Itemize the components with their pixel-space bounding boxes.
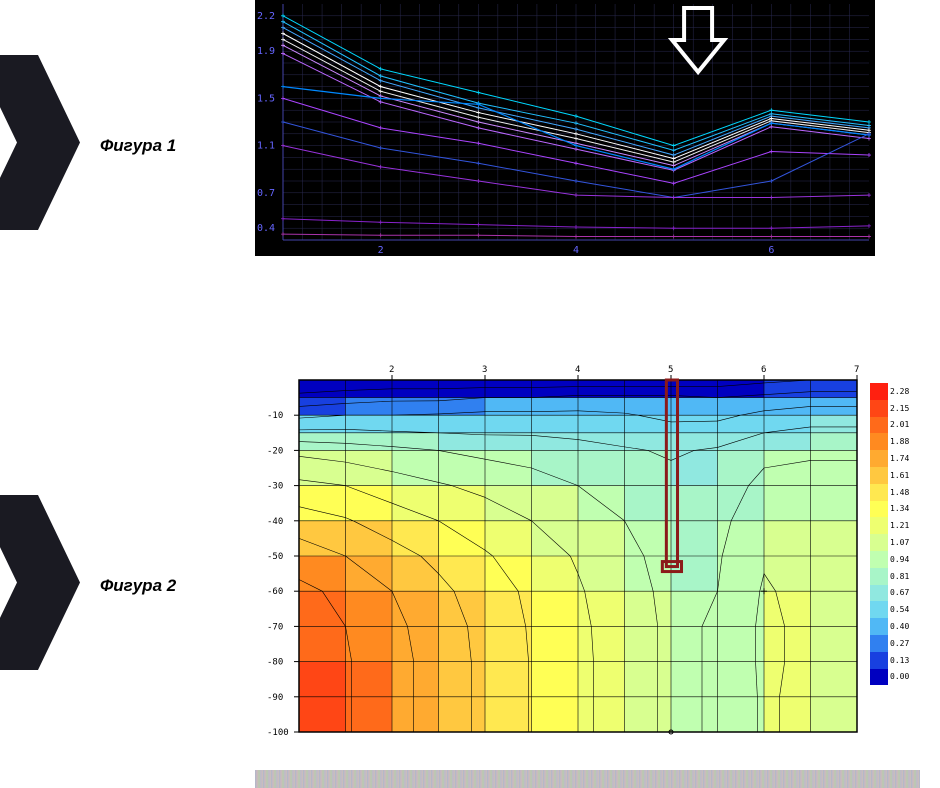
svg-text:-40: -40 (267, 517, 283, 527)
svg-text:1.1: 1.1 (257, 141, 275, 152)
svg-text:2: 2 (378, 245, 384, 256)
svg-text:-60: -60 (267, 587, 283, 597)
svg-text:6: 6 (761, 365, 766, 375)
svg-text:-70: -70 (267, 622, 283, 632)
down-arrow-icon (672, 8, 724, 72)
svg-text:0.4: 0.4 (257, 223, 275, 234)
svg-text:-90: -90 (267, 693, 283, 703)
svg-text:-30: -30 (267, 482, 283, 492)
svg-text:-20: -20 (267, 446, 283, 456)
noise-strip (255, 770, 920, 788)
svg-text:6: 6 (768, 245, 774, 256)
svg-text:2.2: 2.2 (257, 11, 275, 22)
svg-text:2: 2 (389, 365, 394, 375)
svg-text:-80: -80 (267, 658, 283, 668)
svg-text:3: 3 (482, 365, 487, 375)
svg-text:1.9: 1.9 (257, 46, 275, 57)
svg-text:7: 7 (854, 365, 859, 375)
svg-text:-50: -50 (267, 552, 283, 562)
svg-text:-10: -10 (267, 411, 283, 421)
figure2-colorscale: 2.282.152.011.881.741.611.481.341.211.07… (870, 383, 920, 685)
svg-text:1.5: 1.5 (257, 93, 275, 104)
figure2-label: Фигура 2 (100, 576, 176, 596)
svg-text:-100: -100 (267, 728, 289, 738)
svg-text:4: 4 (575, 365, 580, 375)
figure1-chart: 0.4 0.7 1.1 1.5 1.9 2.2 2 4 6 (255, 0, 875, 256)
chevron-2 (0, 495, 80, 670)
figure1-label: Фигура 1 (100, 136, 176, 156)
svg-text:4: 4 (573, 245, 579, 256)
figure2-chart: 2 3 4 5 6 7 -10 -20 -30 -40 -50 -60 -70 -80 -90 -100 2.… (255, 358, 920, 738)
chevron-1 (0, 55, 80, 230)
svg-text:5: 5 (668, 365, 673, 375)
svg-text:0.7: 0.7 (257, 188, 275, 199)
